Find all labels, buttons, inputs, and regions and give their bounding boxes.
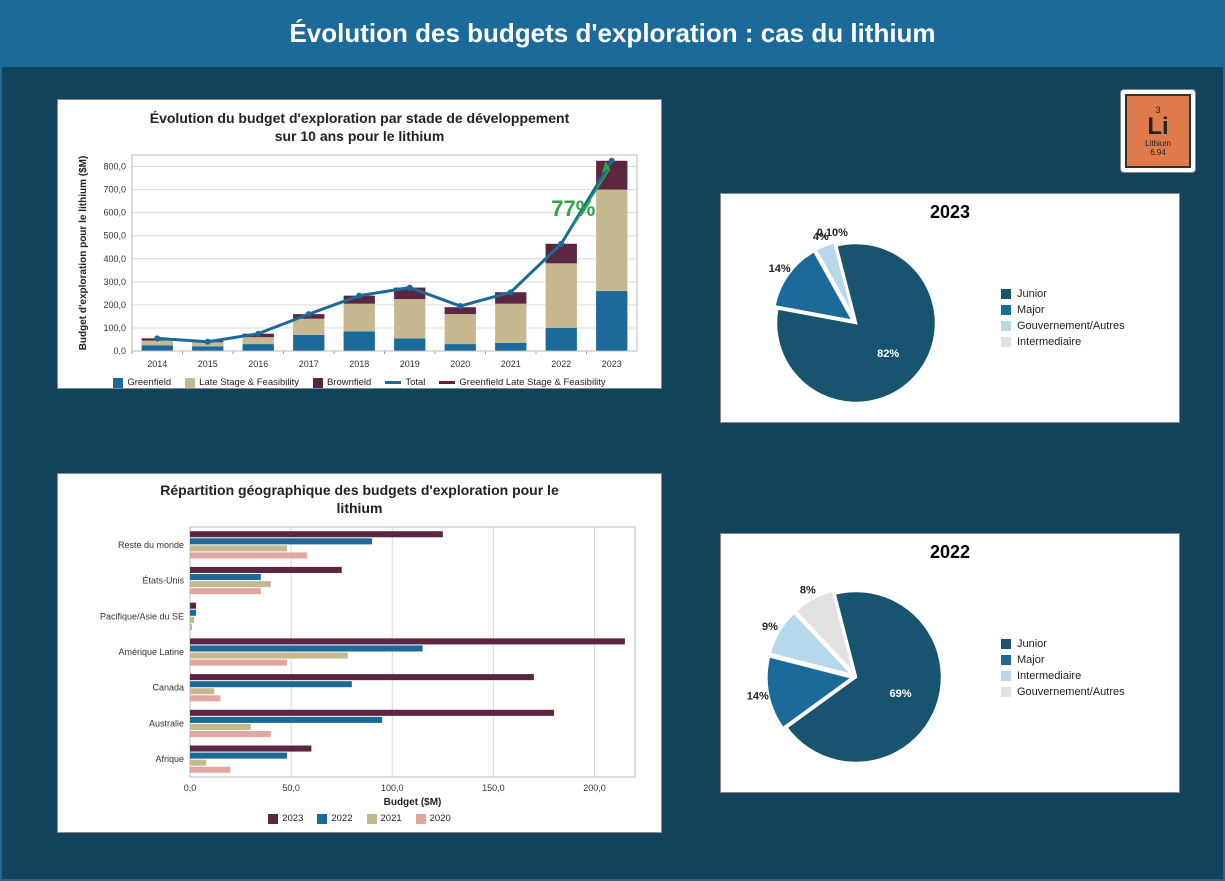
- legend-item: 2023: [268, 813, 303, 824]
- svg-text:0,10%: 0,10%: [817, 227, 848, 239]
- legend-item: Junior: [1001, 638, 1125, 650]
- svg-text:14%: 14%: [747, 691, 769, 703]
- svg-text:Budget d'exploration pour le l: Budget d'exploration pour le lithium ($M…: [78, 156, 89, 351]
- svg-text:200,0: 200,0: [583, 783, 606, 793]
- svg-text:2018: 2018: [349, 359, 369, 369]
- legend-item: Greenfield Late Stage & Feasibility: [439, 377, 605, 388]
- legend-item: Total: [385, 377, 425, 388]
- svg-text:77%: 77%: [551, 196, 595, 221]
- pie-2022-legend: Junior Major Intermediaire Gouvernement/Aut…: [1001, 634, 1125, 702]
- page: Évolution des budgets d'exploration : ca…: [0, 0, 1225, 881]
- svg-text:Pacifique/Asie du SE: Pacifique/Asie du SE: [100, 611, 184, 621]
- svg-text:8%: 8%: [800, 584, 816, 596]
- legend-item: Intermediaire: [1001, 670, 1125, 682]
- svg-text:2019: 2019: [400, 359, 420, 369]
- geo-chart-title: Répartition géographique des budgets d'e…: [72, 482, 647, 517]
- pie-2023-title: 2023: [731, 202, 1169, 223]
- legend-item: 2020: [416, 813, 451, 824]
- svg-text:Canada: Canada: [152, 683, 184, 693]
- legend-item: 2022: [317, 813, 352, 824]
- svg-text:200,0: 200,0: [103, 300, 126, 310]
- geo-chart-svg: 0,0 50,0 100,0 150,0 200,0 Budget ($M) Reste d…: [72, 521, 649, 809]
- pie-2022-title: 2022: [731, 542, 1169, 563]
- legend-item: Greenfield: [113, 377, 171, 388]
- legend-item: Major: [1001, 304, 1125, 316]
- svg-text:300,0: 300,0: [103, 277, 126, 287]
- pie-2022-svg: 69% 14% 9% 8%: [731, 563, 1001, 773]
- legend-item: Intermediaire: [1001, 336, 1125, 348]
- svg-text:Budget ($M): Budget ($M): [384, 797, 442, 808]
- element-name: Lithium: [1145, 139, 1171, 148]
- pie-2022-chart: 2022 69% 14% 9% 8% Junior Major Intermediaire…: [720, 533, 1180, 793]
- svg-text:69%: 69%: [889, 688, 911, 700]
- svg-text:2015: 2015: [198, 359, 218, 369]
- svg-text:Reste du monde: Reste du monde: [118, 540, 184, 550]
- svg-text:82%: 82%: [877, 348, 899, 360]
- svg-text:400,0: 400,0: [103, 254, 126, 264]
- geo-distribution-chart: Répartition géographique des budgets d'e…: [57, 473, 662, 833]
- legend-item: Major: [1001, 654, 1125, 666]
- svg-text:2014: 2014: [147, 359, 167, 369]
- svg-text:0,0: 0,0: [184, 783, 197, 793]
- budget-chart-legend: Greenfield Late Stage & Feasibility Brownf…: [72, 373, 647, 388]
- page-title: Évolution des budgets d'exploration : ca…: [2, 2, 1223, 67]
- budget-chart-title: Évolution du budget d'exploration par st…: [72, 110, 647, 145]
- legend-item: Gouvernement/Autres: [1001, 320, 1125, 332]
- svg-text:100,0: 100,0: [381, 783, 404, 793]
- budget-chart-svg: 0,0 100,0 200,0 300,0 400,0 500,0 600,0 700,0 80…: [72, 149, 649, 373]
- svg-text:9%: 9%: [762, 621, 778, 633]
- periodic-element-box: 3 Li Lithium 6.94: [1125, 94, 1191, 168]
- lithium-tile: 3 Li Lithium 6.94: [1120, 89, 1196, 173]
- svg-text:2022: 2022: [551, 359, 571, 369]
- atomic-mass: 6.94: [1150, 148, 1166, 157]
- svg-text:0,0: 0,0: [113, 346, 126, 356]
- svg-text:États-Unis: États-Unis: [142, 576, 184, 586]
- budget-evolution-chart: Évolution du budget d'exploration par st…: [57, 99, 662, 389]
- svg-text:2021: 2021: [501, 359, 521, 369]
- svg-text:700,0: 700,0: [103, 185, 126, 195]
- svg-text:2020: 2020: [450, 359, 470, 369]
- svg-text:2023: 2023: [602, 359, 622, 369]
- legend-item: Gouvernement/Autres: [1001, 686, 1125, 698]
- legend-item: Junior: [1001, 288, 1125, 300]
- svg-text:Amérique Latine: Amérique Latine: [118, 647, 184, 657]
- geo-chart-legend: 2023 2022 2021 2020: [72, 809, 647, 824]
- pie-2023-chart: 2023 82%14%4%0,10% JuniorMajorGouverneme…: [720, 193, 1180, 423]
- svg-text:600,0: 600,0: [103, 208, 126, 218]
- svg-text:150,0: 150,0: [482, 783, 505, 793]
- svg-text:50,0: 50,0: [282, 783, 300, 793]
- svg-text:Afrique: Afrique: [155, 754, 184, 764]
- pie-2023-legend: Junior Major Gouvernement/Autres Intermedia…: [1001, 284, 1125, 352]
- legend-item: Late Stage & Feasibility: [185, 377, 299, 388]
- legend-item: 2021: [367, 813, 402, 824]
- pie-2023-svg: 82%14%4%0,10%: [731, 223, 1001, 413]
- svg-text:14%: 14%: [769, 263, 791, 275]
- svg-text:100,0: 100,0: [103, 323, 126, 333]
- svg-text:2016: 2016: [248, 359, 268, 369]
- legend-item: Brownfield: [313, 377, 371, 388]
- svg-text:800,0: 800,0: [103, 162, 126, 172]
- element-symbol: Li: [1147, 115, 1168, 139]
- svg-text:500,0: 500,0: [103, 231, 126, 241]
- svg-text:2017: 2017: [299, 359, 319, 369]
- svg-text:Australie: Australie: [149, 718, 184, 728]
